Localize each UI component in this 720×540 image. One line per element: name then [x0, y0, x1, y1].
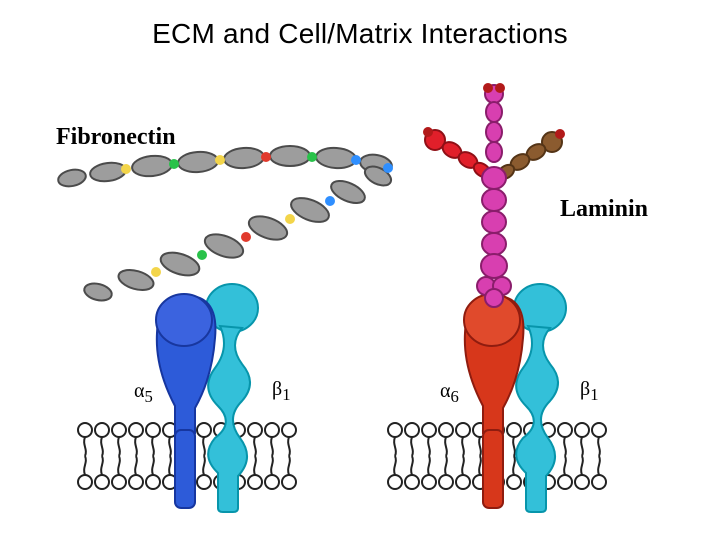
- diagram-canvas: [0, 0, 720, 540]
- fibronectin-molecule: [57, 146, 394, 303]
- laminin-molecule: [423, 83, 565, 307]
